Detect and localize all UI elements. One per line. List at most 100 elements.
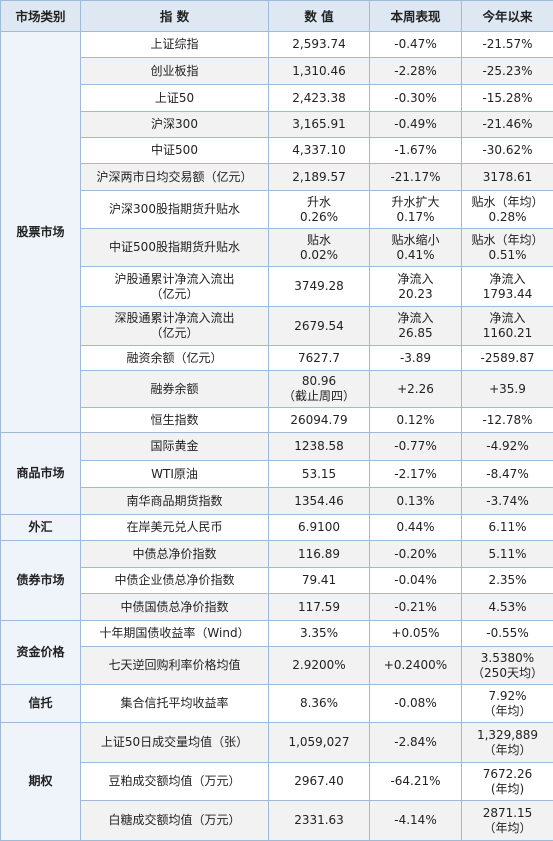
header-cell: 市场类别 bbox=[0, 0, 81, 32]
value-cell: 升水扩大 0.17% bbox=[369, 190, 462, 229]
value-cell: 1,059,027 bbox=[268, 722, 370, 763]
value-cell: -2.17% bbox=[369, 460, 462, 488]
value-cell: 贴水（年均） 0.51% bbox=[461, 228, 553, 267]
value-cell: -0.49% bbox=[369, 111, 462, 138]
index-name: 中债企业债总净价指数 bbox=[80, 567, 269, 594]
value-cell: -2.28% bbox=[369, 57, 462, 85]
value-cell: 3749.28 bbox=[268, 266, 370, 307]
value-cell: 6.11% bbox=[461, 514, 553, 541]
value-cell: -3.74% bbox=[461, 487, 553, 515]
table-row: 上证50 2,423.38 -0.30% -15.28% bbox=[1, 84, 553, 112]
table-row: 创业板指 1,310.46 -2.28% -25.23% bbox=[1, 57, 553, 85]
value-cell: 4.53% bbox=[461, 593, 553, 621]
value-cell: 53.15 bbox=[268, 460, 370, 488]
index-name: 南华商品期货指数 bbox=[80, 487, 269, 515]
value-cell: 0.44% bbox=[369, 514, 462, 541]
value-cell: +0.05% bbox=[369, 620, 462, 647]
value-cell: 117.59 bbox=[268, 593, 370, 621]
index-name: 国际黄金 bbox=[80, 432, 269, 461]
value-cell: 7672.26 (年均) bbox=[461, 762, 553, 801]
header-cell: 今年以来 bbox=[461, 0, 553, 32]
value-cell: 2.35% bbox=[461, 567, 553, 594]
table-row: 七天逆回购利率价格均值 2.9200% +0.2400% 3.5380% （250天均… bbox=[1, 646, 553, 685]
value-cell: 116.89 bbox=[268, 540, 370, 568]
index-name: 上证综指 bbox=[80, 31, 269, 58]
table-row: 深股通累计净流入流出 （亿元） 2679.54 净流入 26.85 净流入 1160.… bbox=[1, 306, 553, 346]
header-cell: 指 数 bbox=[80, 0, 269, 32]
value-cell: +35.9 bbox=[461, 370, 553, 408]
table-row: 中债企业债总净价指数 79.41 -0.04% 2.35% bbox=[1, 567, 553, 594]
table-row: 外汇 在岸美元兑人民币 6.9100 0.44% 6.11% bbox=[0, 514, 553, 541]
value-cell: 8.36% bbox=[268, 684, 370, 723]
value-cell: 80.96 （截止周四） bbox=[268, 370, 370, 408]
value-cell: 贴水（年均） 0.28% bbox=[461, 190, 553, 229]
value-cell: -15.28% bbox=[461, 84, 553, 112]
table-row: WTI原油 53.15 -2.17% -8.47% bbox=[1, 460, 553, 488]
value-cell: 升水 0.26% bbox=[268, 190, 370, 229]
index-name: 中证500股指期货升贴水 bbox=[80, 228, 269, 267]
value-cell: 净流入 26.85 bbox=[369, 306, 462, 346]
value-cell: 26094.79 bbox=[268, 407, 370, 433]
value-cell: 0.12% bbox=[369, 407, 462, 433]
table-row: 资金价格 十年期国债收益率（Wind） 3.35% +0.05% -0.55% bbox=[0, 620, 553, 685]
value-cell: -4.14% bbox=[369, 800, 462, 841]
value-cell: -21.46% bbox=[461, 111, 553, 138]
table-row: 信托 集合信托平均收益率 8.36% -0.08% 7.92% （年均） bbox=[0, 684, 553, 723]
category-cell: 信托 bbox=[0, 684, 81, 723]
table-row: 豆粕成交额均值（万元） 2967.40 -64.21% 7672.26 (年均) bbox=[1, 762, 553, 801]
index-name: 上证50 bbox=[80, 84, 269, 112]
table-row: 南华商品期货指数 1354.46 0.13% -3.74% bbox=[1, 487, 553, 515]
index-name: 融资余额（亿元） bbox=[80, 345, 269, 371]
value-cell: 3.35% bbox=[268, 620, 370, 647]
value-cell: -8.47% bbox=[461, 460, 553, 488]
table-row: 股票市场 上证综指 2,593.74 -0.47% -21.57% bbox=[0, 31, 553, 433]
header-row: 市场类别指 数数 值本周表现 今年以来 bbox=[0, 0, 553, 32]
index-name: 十年期国债收益率（Wind） bbox=[80, 620, 269, 647]
index-name: 七天逆回购利率价格均值 bbox=[80, 646, 269, 685]
value-cell: 5.11% bbox=[461, 540, 553, 568]
value-cell: 79.41 bbox=[268, 567, 370, 594]
value-cell: -0.21% bbox=[369, 593, 462, 621]
value-cell: 贴水 0.02% bbox=[268, 228, 370, 267]
index-name: 恒生指数 bbox=[80, 407, 269, 433]
value-cell: 6.9100 bbox=[268, 514, 370, 541]
value-cell: 0.13% bbox=[369, 487, 462, 515]
index-name: 豆粕成交额均值（万元） bbox=[80, 762, 269, 801]
value-cell: -21.17% bbox=[369, 163, 462, 191]
value-cell: -2589.87 bbox=[461, 345, 553, 371]
value-cell: 1,329,889 （年均） bbox=[461, 722, 553, 763]
value-cell: -30.62% bbox=[461, 137, 553, 164]
value-cell: -0.20% bbox=[369, 540, 462, 568]
value-cell: +2.26 bbox=[369, 370, 462, 408]
value-cell: -0.30% bbox=[369, 84, 462, 112]
value-cell: 4,337.10 bbox=[268, 137, 370, 164]
index-name: 沪股通累计净流入流出 （亿元） bbox=[80, 266, 269, 307]
table-row: 恒生指数 26094.79 0.12% -12.78% bbox=[1, 407, 553, 433]
index-name: 融券余额 bbox=[80, 370, 269, 408]
value-cell: -64.21% bbox=[369, 762, 462, 801]
value-cell: -1.67% bbox=[369, 137, 462, 164]
value-cell: 净流入 20.23 bbox=[369, 266, 462, 307]
value-cell: 贴水缩小 0.41% bbox=[369, 228, 462, 267]
index-name: 沪深两市日均交易额（亿元） bbox=[80, 163, 269, 191]
value-cell: 2,423.38 bbox=[268, 84, 370, 112]
value-cell: -3.89 bbox=[369, 345, 462, 371]
value-cell: 2,189.57 bbox=[268, 163, 370, 191]
category-cell: 期权 bbox=[0, 722, 81, 841]
index-name: 沪深300股指期货升贴水 bbox=[80, 190, 269, 229]
table-body: 股票市场 上证综指 2,593.74 -0.47% -21.57% 创业板指 1,310.4… bbox=[0, 31, 553, 841]
table-row: 期权 上证50日成交量均值（张） 1,059,027 -2.84% 1,329,889 … bbox=[0, 722, 553, 841]
category-cell: 外汇 bbox=[0, 514, 81, 541]
category-cell: 股票市场 bbox=[0, 31, 81, 433]
index-name: 中债国债总净价指数 bbox=[80, 593, 269, 621]
value-cell: 3,165.91 bbox=[268, 111, 370, 138]
category-cell: 债券市场 bbox=[0, 540, 81, 621]
value-cell: 3.5380% （250天均） bbox=[461, 646, 553, 685]
index-name: 集合信托平均收益率 bbox=[80, 684, 269, 723]
table-row: 中证500 4,337.10 -1.67% -30.62% bbox=[1, 137, 553, 164]
value-cell: -4.92% bbox=[461, 432, 553, 461]
header-cell: 数 值 bbox=[268, 0, 370, 32]
index-name: 沪深300 bbox=[80, 111, 269, 138]
value-cell: +0.2400% bbox=[369, 646, 462, 685]
